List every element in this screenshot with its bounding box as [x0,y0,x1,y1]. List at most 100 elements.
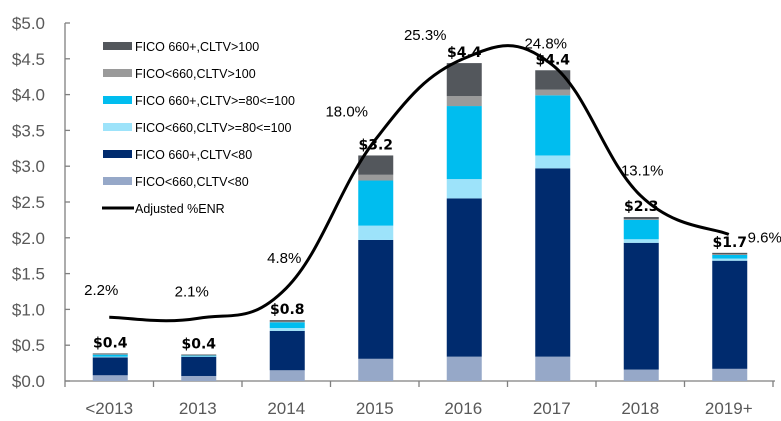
bar-segment [712,258,748,261]
legend: FICO 660+,CLTV>100 FICO<660,CLTV>100 FICO … [102,40,295,216]
bar-segment [712,252,748,255]
bar-segment [358,155,394,175]
bar-segment [623,219,659,240]
legend-item: FICO<660,CLTV>100 [103,67,256,81]
x-tick-label: 2019+ [705,399,753,418]
legend-label: FICO 660+,CLTV>100 [135,40,259,54]
y-tick-label: $1.5 [12,265,45,284]
bars [92,63,748,381]
line-value-label: 13.1% [621,162,664,179]
y-tick-label: $0.5 [12,336,45,355]
bar-segment [181,355,217,356]
line-value-label: 18.0% [325,103,368,120]
bar-segment [623,239,659,243]
bar-segment [446,198,482,357]
bar-segment [269,322,305,329]
bar-segment [712,254,748,255]
bar-segment [269,321,305,323]
line-value-label: 25.3% [404,27,447,44]
bar-segment [92,357,128,376]
bar-total-label: $4.4 [535,52,570,68]
legend-label: FICO 660+,CLTV<80 [135,148,252,162]
bar-segment [358,174,394,181]
bar-segment [269,370,305,381]
x-tick-label: 2014 [267,399,305,418]
bar-total-label: $0.4 [181,337,216,353]
x-tick-label: 2013 [179,399,217,418]
legend-label: FICO 660+,CLTV>=80<=100 [135,94,295,108]
line-value-label: 2.2% [84,282,118,299]
x-tick-label: 2018 [621,399,659,418]
x-tick-label: <2013 [85,399,133,418]
legend-swatch [103,123,132,131]
line-value-label: 2.1% [175,283,209,300]
legend-label: Adjusted %ENR [135,202,225,216]
bar-segment [92,356,128,358]
bar-segment [358,225,394,240]
bar-segment [712,368,748,381]
y-axis: $0.0 $0.5 $1.0 $1.5 $2.0 $2.5 $3.0 $3.5 $4.0 $4.5… [12,14,70,391]
y-tick-label: $1.0 [12,300,45,319]
bar-segment [358,180,394,226]
x-tick-label: 2016 [444,399,482,418]
bar-segment [269,328,305,331]
legend-swatch [103,177,132,185]
line-value-labels: 2.2% 2.1% 4.8% 18.0% 25.3% 24.8% 13.1% 9.6% [84,27,781,301]
bar-total-label: $0.4 [93,335,128,351]
legend-item: Adjusted %ENR [102,202,225,216]
bar-segment [535,89,571,96]
line-value-label: 24.8% [524,35,567,52]
bar-segment [535,356,571,381]
y-tick-label: $4.5 [12,50,45,69]
y-tick-label: $2.5 [12,193,45,212]
legend-item: FICO 660+,CLTV<80 [103,148,252,162]
bar-segment [623,219,659,220]
bar-segment [446,106,482,180]
bar-segment [92,353,128,355]
bar-total-label: $1.7 [712,235,747,251]
bar-segment [181,355,217,357]
y-tick-label: $2.0 [12,229,45,248]
legend-swatch [103,150,132,158]
line-value-label: 9.6% [748,229,781,246]
legend-label: FICO<660,CLTV>100 [135,67,256,81]
bar-segment [92,354,128,355]
legend-swatch [103,96,132,104]
bar-total-label: $4.4 [447,45,482,61]
y-tick-label: $3.0 [12,157,45,176]
bar-segment [181,354,217,356]
bar-segment [535,70,571,90]
line-series-path [109,44,730,323]
bar-segment [269,330,305,371]
bar-segment [181,356,217,376]
bar-segment [623,242,659,370]
bar-segment [92,375,128,381]
bar-segment [535,168,571,357]
bar-segment [358,239,394,359]
bar-segment [181,375,217,381]
bar-segment [446,356,482,381]
y-tick-label: $0.0 [12,372,45,391]
bar-segment [446,96,482,107]
bar-segment [535,95,571,156]
x-tick-label: 2015 [356,399,394,418]
x-tick-label: 2017 [533,399,571,418]
legend-swatch [103,42,132,50]
bar-segment [358,358,394,381]
y-tick-label: $4.0 [12,86,45,105]
legend-item: FICO 660+,CLTV>100 [103,40,259,54]
bar-total-label: $0.8 [270,302,305,318]
bar-segment [181,356,217,357]
bar-segment [535,155,571,169]
legend-label: FICO<660,CLTV<80 [135,175,249,189]
legend-item: FICO<660,CLTV<80 [103,175,249,189]
legend-label: FICO<660,CLTV>=80<=100 [135,121,292,135]
bar-segment [712,254,748,259]
legend-swatch [103,69,132,77]
bar-segment [92,354,128,357]
legend-item: FICO 660+,CLTV>=80<=100 [103,94,295,108]
y-tick-label: $5.0 [12,14,45,33]
bar-segment [712,260,748,369]
bar-segment [446,63,482,97]
line-value-label: 4.8% [267,250,301,267]
